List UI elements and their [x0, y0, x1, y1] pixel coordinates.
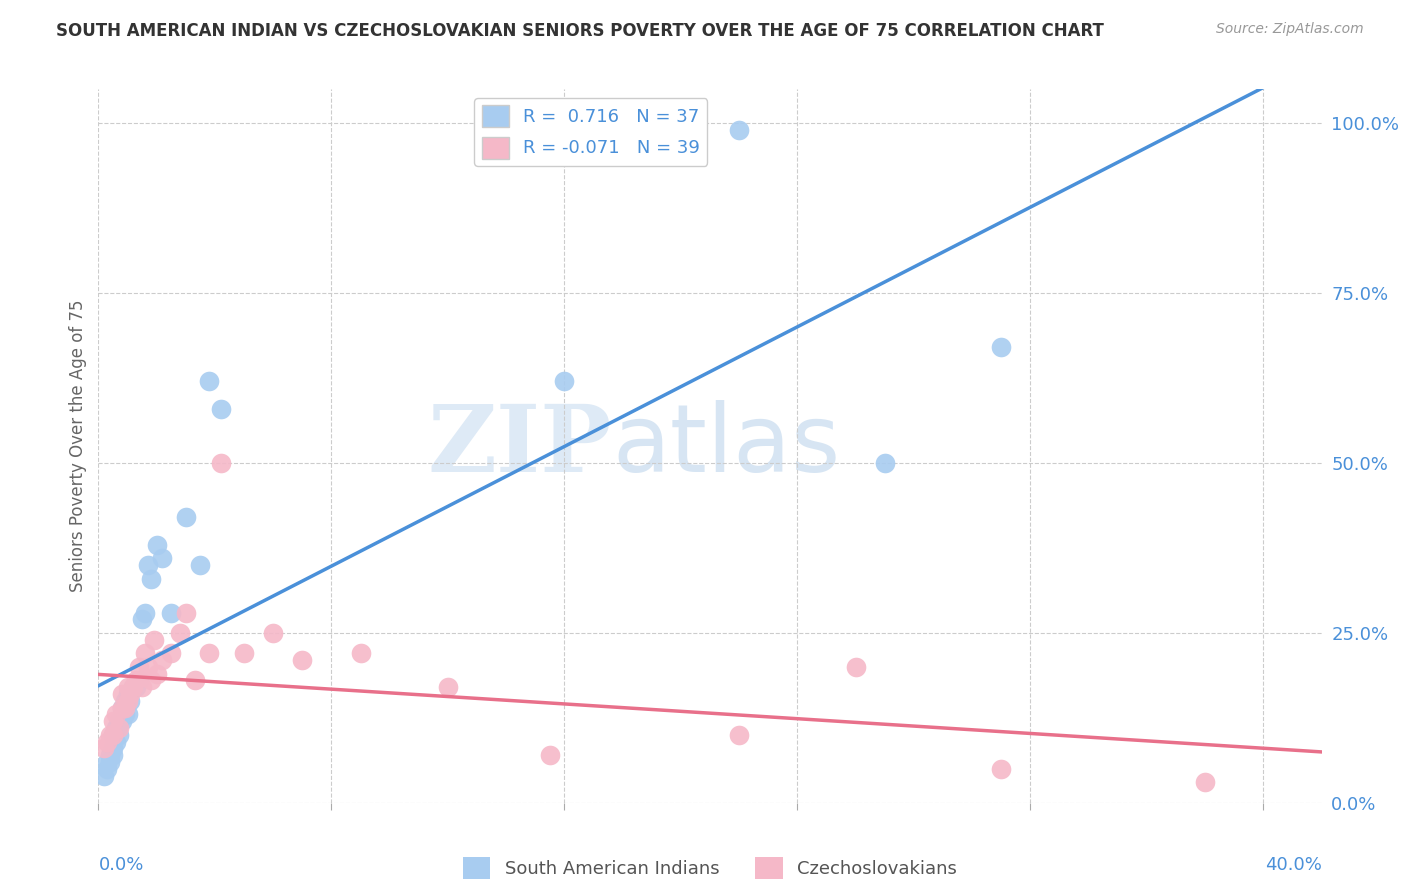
- Point: [125, 680, 148, 694]
- Point: [114, 707, 136, 722]
- Point: [111, 700, 134, 714]
- Point: [117, 694, 139, 708]
- Point: [152, 551, 174, 566]
- Point: [131, 612, 153, 626]
- Point: [108, 728, 131, 742]
- Point: [111, 687, 134, 701]
- Point: [209, 401, 232, 416]
- Point: [139, 673, 162, 688]
- Point: [553, 375, 575, 389]
- Point: [122, 680, 145, 694]
- Point: [139, 572, 162, 586]
- Point: [134, 646, 156, 660]
- Point: [198, 375, 221, 389]
- Point: [209, 456, 232, 470]
- Point: [873, 456, 896, 470]
- Point: [104, 721, 127, 735]
- Point: [122, 680, 145, 694]
- Point: [93, 741, 115, 756]
- Point: [101, 728, 124, 742]
- Point: [169, 626, 191, 640]
- Point: [101, 728, 124, 742]
- Point: [291, 653, 314, 667]
- Point: [728, 123, 751, 137]
- Point: [160, 606, 183, 620]
- Point: [437, 680, 460, 694]
- Point: [538, 748, 561, 763]
- Point: [152, 653, 174, 667]
- Text: atlas: atlas: [612, 400, 841, 492]
- Point: [120, 687, 142, 701]
- Point: [174, 510, 197, 524]
- Point: [98, 755, 121, 769]
- Point: [128, 673, 150, 688]
- Point: [183, 673, 205, 688]
- Point: [845, 660, 868, 674]
- Point: [188, 558, 212, 572]
- Point: [98, 728, 121, 742]
- Point: [96, 762, 118, 776]
- Point: [98, 748, 121, 763]
- Point: [111, 714, 134, 729]
- Point: [136, 660, 159, 674]
- Point: [990, 341, 1012, 355]
- Point: [990, 762, 1012, 776]
- Y-axis label: Seniors Poverty Over the Age of 75: Seniors Poverty Over the Age of 75: [69, 300, 87, 592]
- Point: [96, 755, 118, 769]
- Point: [108, 714, 131, 729]
- Point: [117, 707, 139, 722]
- Point: [128, 660, 150, 674]
- Point: [101, 714, 124, 729]
- Point: [96, 734, 118, 748]
- Point: [108, 721, 131, 735]
- Text: ZIP: ZIP: [427, 401, 612, 491]
- Point: [145, 537, 167, 551]
- Point: [136, 558, 159, 572]
- Point: [104, 707, 127, 722]
- Point: [198, 646, 221, 660]
- Legend: South American Indians, Czechoslovakians: South American Indians, Czechoslovakians: [456, 850, 965, 887]
- Point: [728, 728, 751, 742]
- Point: [233, 646, 256, 660]
- Point: [131, 680, 153, 694]
- Point: [114, 694, 136, 708]
- Text: Source: ZipAtlas.com: Source: ZipAtlas.com: [1216, 22, 1364, 37]
- Point: [174, 606, 197, 620]
- Text: 0.0%: 0.0%: [98, 856, 143, 874]
- Point: [101, 741, 124, 756]
- Point: [93, 769, 115, 783]
- Point: [104, 734, 127, 748]
- Point: [125, 673, 148, 688]
- Point: [160, 646, 183, 660]
- Point: [117, 680, 139, 694]
- Point: [101, 748, 124, 763]
- Point: [145, 666, 167, 681]
- Point: [142, 632, 165, 647]
- Point: [111, 700, 134, 714]
- Point: [349, 646, 371, 660]
- Point: [262, 626, 284, 640]
- Point: [117, 687, 139, 701]
- Point: [120, 694, 142, 708]
- Point: [1194, 775, 1216, 789]
- Text: 40.0%: 40.0%: [1265, 856, 1322, 874]
- Point: [134, 606, 156, 620]
- Point: [114, 700, 136, 714]
- Text: SOUTH AMERICAN INDIAN VS CZECHOSLOVAKIAN SENIORS POVERTY OVER THE AGE OF 75 CORR: SOUTH AMERICAN INDIAN VS CZECHOSLOVAKIAN…: [56, 22, 1104, 40]
